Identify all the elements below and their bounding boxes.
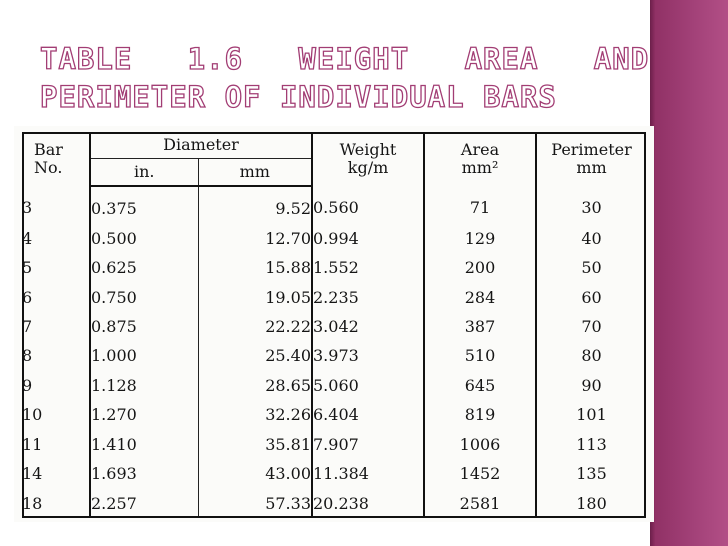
header-perimeter-line1: Perimeter [551, 140, 632, 159]
header-area-line1: Area [460, 140, 500, 159]
header-perimeter: Perimeter mm [536, 132, 646, 186]
cell-perimeter: 135 [576, 464, 607, 484]
cell-weight: 5.060 [312, 370, 425, 401]
table-row: 6 0.750 19.05 2.235 284 60 [22, 282, 646, 312]
cell-diameter-mm: 28.65 [198, 370, 313, 401]
cell-area: 819 [424, 400, 537, 430]
cell-area: 2581 [424, 488, 537, 518]
cell-area: 1452 [424, 459, 537, 489]
table-row: 11 1.410 35.81 7.907 1006 113 [22, 429, 646, 460]
slide-title-line-1: Table 1.6 Weight Area and [39, 41, 650, 76]
cell-diameter-mm: 35.81 [198, 429, 313, 460]
cell-perimeter: 70 [581, 316, 602, 336]
cell-bar-no: 9 [22, 370, 91, 401]
cell-bar-no: 8 [22, 341, 91, 371]
cell-perimeter: 30 [581, 198, 602, 218]
cell-diameter-in: 0.875 [90, 311, 199, 342]
cell-area: 284 [424, 282, 537, 312]
cell-bar-no: 6 [22, 282, 91, 312]
cell-diameter-in: 1.410 [90, 429, 199, 460]
cell-diameter-in: 0.750 [90, 282, 199, 312]
decorative-sidebar [650, 0, 728, 546]
cell-diameter-in: 0.375 [90, 186, 199, 224]
cell-bar-no: 7 [22, 311, 91, 342]
cell-diameter-mm: 22.22 [198, 311, 313, 342]
cell-diameter-mm: 19.05 [198, 282, 313, 312]
cell-diameter-in: 2.257 [90, 488, 199, 518]
header-bar-no: Bar No. [22, 132, 91, 186]
cell-weight: 3.042 [312, 311, 425, 342]
header-area-line2: mm² [461, 158, 499, 177]
table-body: 3 0.375 9.52 0.560 71 30 4 0.500 12.70 0.994 129 40… [22, 186, 646, 518]
header-bar-no-line1: Bar [34, 140, 63, 159]
header-bar-no-line2: No. [34, 158, 63, 177]
cell-perimeter: 50 [581, 258, 602, 278]
header-weight: Weight kg/m [312, 132, 425, 186]
cell-perimeter: 90 [581, 375, 602, 395]
cell-area: 387 [424, 311, 537, 342]
cell-diameter-mm: 12.70 [198, 223, 313, 253]
cell-bar-no: 4 [22, 223, 91, 253]
cell-diameter-mm: 15.88 [198, 252, 313, 283]
cell-area: 510 [424, 341, 537, 371]
cell-weight: 0.560 [312, 186, 425, 224]
table-row: 4 0.500 12.70 0.994 129 40 [22, 223, 646, 253]
table-row: 10 1.270 32.26 6.404 819 101 [22, 400, 646, 430]
slide-title: Table 1.6 Weight Area and Perimeter of i… [39, 40, 650, 116]
cell-bar-no: 18 [22, 488, 91, 518]
header-diameter: Diameter [90, 132, 313, 159]
cell-area: 645 [424, 370, 537, 401]
header-perimeter-line2: mm [576, 158, 607, 177]
table-header: Bar No. Diameter Weight kg/m Area mm² Pe… [22, 132, 646, 187]
cell-weight: 20.238 [312, 488, 425, 518]
cell-diameter-in: 1.000 [90, 341, 199, 371]
cell-diameter-in: 1.270 [90, 400, 199, 430]
cell-perimeter: 60 [581, 287, 602, 307]
table-row: 14 1.693 43.00 11.384 1452 135 [22, 459, 646, 489]
table-row: 9 1.128 28.65 5.060 645 90 [22, 370, 646, 401]
cell-weight: 3.973 [312, 341, 425, 371]
cell-diameter-mm: 43.00 [198, 459, 313, 489]
table-row: 18 2.257 57.33 20.238 2581 180 [22, 488, 646, 518]
cell-diameter-in: 0.500 [90, 223, 199, 253]
slide-title-line-2: Perimeter of individual bars [39, 79, 557, 114]
cell-area: 129 [424, 223, 537, 253]
cell-area: 71 [424, 186, 537, 224]
cell-weight: 7.907 [312, 429, 425, 460]
table-row: 7 0.875 22.22 3.042 387 70 [22, 311, 646, 342]
cell-perimeter: 113 [576, 434, 607, 454]
cell-diameter-mm: 32.26 [198, 400, 313, 430]
table-row: 8 1.000 25.40 3.973 510 80 [22, 341, 646, 371]
cell-weight: 1.552 [312, 252, 425, 283]
cell-area: 200 [424, 252, 537, 283]
cell-diameter-mm: 9.52 [198, 186, 313, 224]
table-row: 5 0.625 15.88 1.552 200 50 [22, 252, 646, 283]
header-weight-line1: Weight [339, 140, 397, 159]
cell-diameter-in: 1.128 [90, 370, 199, 401]
cell-weight: 11.384 [312, 459, 425, 489]
cell-weight: 6.404 [312, 400, 425, 430]
cell-weight: 0.994 [312, 223, 425, 253]
table-row: 3 0.375 9.52 0.560 71 30 [22, 186, 646, 224]
cell-bar-no: 11 [22, 429, 91, 460]
cell-bar-no: 3 [22, 186, 91, 224]
cell-bar-no: 10 [22, 400, 91, 430]
cell-perimeter: 101 [576, 405, 607, 425]
cell-area: 1006 [424, 429, 537, 460]
cell-diameter-in: 0.625 [90, 252, 199, 283]
header-diameter-in: in. [90, 158, 199, 187]
cell-bar-no: 5 [22, 252, 91, 283]
cell-perimeter: 80 [581, 346, 602, 366]
cell-weight: 2.235 [312, 282, 425, 312]
cell-diameter-in: 1.693 [90, 459, 199, 489]
cell-perimeter: 180 [576, 493, 607, 513]
bar-properties-table: Bar No. Diameter Weight kg/m Area mm² Pe… [22, 132, 646, 518]
cell-perimeter: 40 [581, 228, 602, 248]
header-weight-line2: kg/m [347, 158, 389, 177]
cell-diameter-mm: 25.40 [198, 341, 313, 371]
cell-bar-no: 14 [22, 459, 91, 489]
header-area: Area mm² [424, 132, 537, 186]
header-diameter-mm: mm [198, 158, 313, 187]
cell-diameter-mm: 57.33 [198, 488, 313, 518]
